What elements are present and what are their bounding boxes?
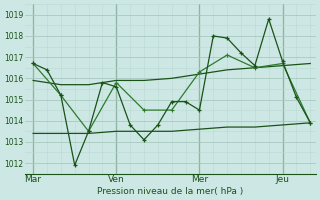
X-axis label: Pression niveau de la mer( hPa ): Pression niveau de la mer( hPa ) [97, 187, 244, 196]
